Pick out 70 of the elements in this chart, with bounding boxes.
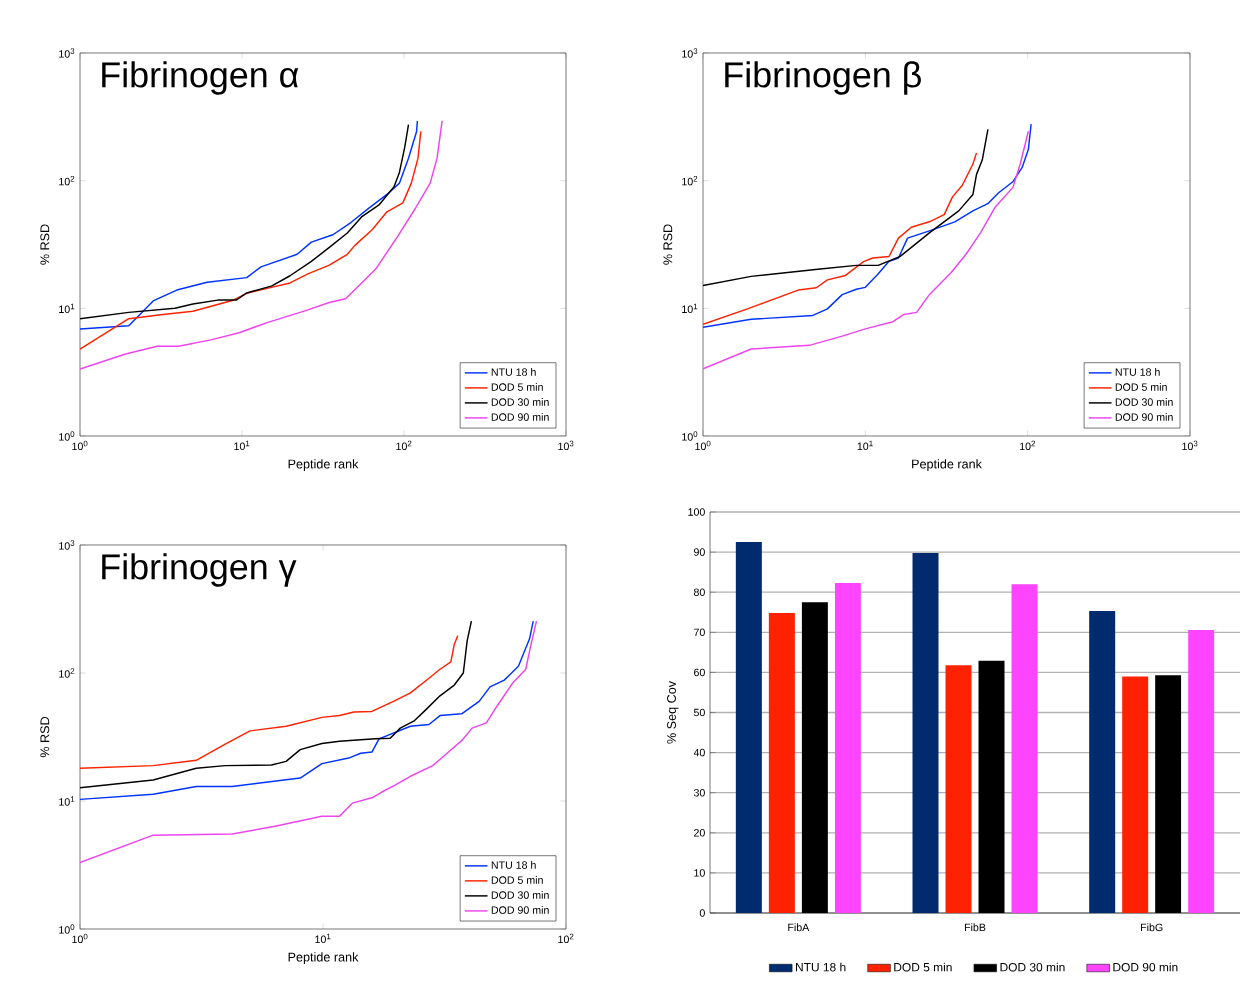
y-tick-label: 80 (693, 588, 705, 596)
bar (834, 582, 861, 913)
x-tick-label: 10$^{3}$ (558, 440, 574, 451)
x-axis-title: Peptide rank (288, 952, 359, 964)
legend-label: DOD 30 min (1000, 962, 1065, 972)
x-tick-label: 10$^{2}$ (1020, 440, 1036, 451)
y-tick-label: 10$^{1}$ (682, 303, 698, 313)
legend-label: NTU 18 h (491, 368, 536, 376)
y-tick-label: 40 (693, 748, 705, 757)
y-tick-label: 60 (694, 668, 705, 677)
y-tick-label: 10$^{0}$ (682, 431, 698, 441)
y-tick-label: 50 (693, 708, 705, 717)
x-tick-label: 10$^{3}$ (1182, 440, 1198, 451)
y-axis-title: % RSD (663, 224, 673, 265)
y-tick-label: 10$^{1}$ (59, 796, 75, 806)
y-tick-label: 10$^{2}$ (59, 175, 75, 186)
legend-label: DOD 5 min (894, 962, 952, 972)
x-tick-label: FibA (788, 923, 810, 932)
bar (1011, 584, 1038, 913)
x-tick-label: FibG (1141, 923, 1163, 932)
chart-title: Fibrinogen α (102, 61, 299, 95)
legend-label: NTU 18 h (1115, 368, 1160, 376)
y-tick-label: 10$^{3}$ (682, 48, 698, 58)
bar (1188, 629, 1215, 913)
y-tick-label: 10$^{2}$ (59, 668, 75, 678)
bar (945, 665, 972, 913)
y-tick-label: 10$^{3}$ (59, 48, 75, 58)
legend-label: NTU 18 h (491, 861, 536, 869)
legend-label: DOD 30 min (491, 891, 549, 899)
x-axis-title: Peptide rank (288, 459, 359, 471)
y-axis-title: % RSD (40, 224, 50, 265)
x-tick-label: FibB (964, 923, 986, 932)
x-tick-label: 10$^{1}$ (315, 933, 331, 944)
x-tick-label: 10$^{2}$ (558, 933, 574, 944)
y-tick-label: 0 (699, 909, 705, 917)
bar (1122, 676, 1149, 913)
x-axis-title: Peptide rank (912, 459, 982, 471)
y-tick-label: 10$^{2}$ (682, 175, 698, 186)
y-tick-label: 100 (688, 508, 705, 516)
y-tick-label: 10$^{3}$ (59, 540, 75, 550)
y-tick-label: 30 (693, 788, 705, 797)
legend-label: DOD 5 min (1115, 383, 1167, 391)
legend-label: DOD 90 min (1113, 962, 1178, 972)
legend-label: DOD 5 min (491, 383, 543, 391)
y-tick-label: 10$^{1}$ (59, 303, 75, 313)
y-tick-label: 70 (694, 628, 705, 637)
x-tick-label: 10$^{1}$ (857, 440, 873, 451)
y-tick-label: 10$^{0}$ (59, 431, 75, 441)
bar (1089, 611, 1116, 913)
legend-label: DOD 30 min (491, 398, 549, 406)
y-tick-label: 20 (694, 829, 705, 837)
y-tick-label: 10 (694, 869, 705, 877)
legend-label: DOD 90 min (491, 906, 549, 914)
chart-title: Fibrinogen γ (102, 553, 297, 587)
x-tick-label: 10$^{1}$ (234, 440, 250, 451)
bar (912, 552, 939, 913)
legend-label: DOD 30 min (1115, 398, 1173, 406)
x-tick-label: 10$^{2}$ (396, 440, 412, 451)
legend-label: DOD 5 min (491, 876, 543, 884)
bar (735, 542, 762, 913)
legend-label: NTU 18 h (796, 962, 846, 972)
x-tick-label: 10$^{0}$ (72, 933, 88, 944)
y-tick-label: 90 (693, 548, 705, 556)
y-axis-title: % RSD (40, 716, 50, 758)
legend-label: DOD 90 min (491, 413, 549, 421)
y-axis-title: % Seq Cov (667, 680, 679, 744)
bar (768, 613, 795, 913)
legend-label: DOD 90 min (1115, 413, 1173, 421)
x-tick-label: 10$^{0}$ (72, 440, 88, 451)
chart-title: Fibrinogen β (725, 61, 921, 95)
